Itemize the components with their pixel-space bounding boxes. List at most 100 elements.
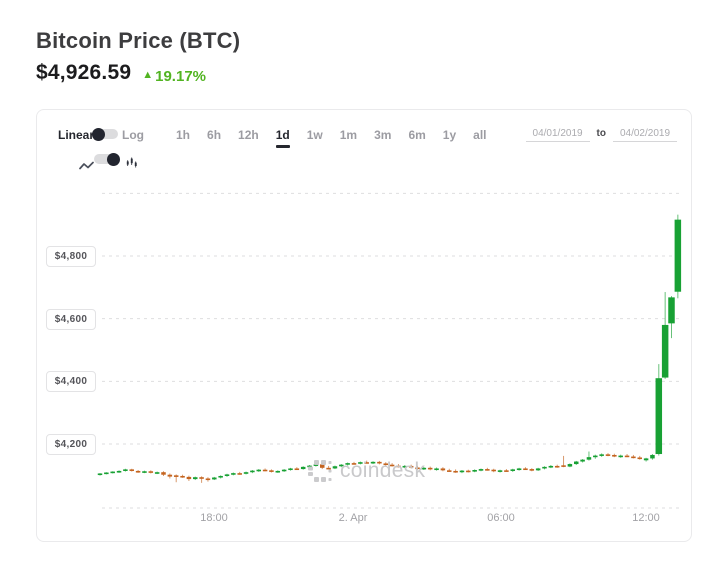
candle (453, 469, 458, 473)
coindesk-logo-icon (308, 460, 332, 482)
chart-type-toggle[interactable] (94, 152, 120, 166)
range-button-1y[interactable]: 1y (442, 128, 457, 142)
range-button-all[interactable]: all (473, 128, 487, 142)
candle (440, 467, 446, 472)
candle (389, 463, 395, 467)
candle (668, 296, 675, 339)
candle (674, 214, 682, 299)
candle (618, 454, 623, 458)
candle (612, 453, 617, 458)
range-button-1w[interactable]: 1w (306, 128, 323, 142)
price-value: $4,926.59 (36, 61, 132, 84)
candle (104, 472, 109, 475)
candlestick-chart-canvas[interactable] (37, 110, 691, 541)
candlesticks (97, 214, 682, 483)
candle (586, 451, 592, 461)
candle (180, 474, 185, 478)
range-button-3m[interactable]: 3m (374, 128, 392, 142)
page-title: Bitcoin Price (BTC) (36, 28, 241, 53)
chart-type-row (37, 152, 237, 174)
candle (408, 464, 414, 469)
range-button-1h[interactable]: 1h (176, 128, 191, 142)
candle (364, 460, 369, 464)
candle (396, 464, 401, 468)
candle (567, 463, 573, 468)
candle (97, 473, 103, 476)
candle (142, 470, 147, 474)
up-arrow-icon: ▲ (142, 69, 154, 81)
candle (269, 469, 274, 473)
candle (491, 468, 496, 473)
candlestick-icon[interactable] (126, 156, 138, 174)
x-axis-label: 2. Apr (338, 512, 368, 524)
candle (243, 471, 249, 475)
candle (421, 466, 427, 471)
candle (300, 466, 306, 470)
date-from-input[interactable] (525, 128, 590, 142)
candle (129, 468, 134, 472)
page-header: Bitcoin Price (BTC) $4,926.59 ▲ 19.17% (36, 28, 240, 85)
range-button-1d[interactable]: 1d (276, 128, 290, 148)
change-badge: ▲ 19.17% (142, 68, 206, 85)
candle (529, 468, 535, 472)
toggle-knob (92, 127, 105, 141)
candle (593, 454, 598, 459)
candle (256, 469, 261, 472)
linear-scale-label[interactable]: Linear (58, 128, 95, 142)
candle (516, 467, 522, 471)
candle (186, 475, 192, 481)
candle (332, 465, 338, 470)
candle (655, 364, 663, 456)
range-button-6h[interactable]: 6h (207, 128, 222, 142)
y-axis-label: $4,400 (46, 371, 96, 393)
range-button-6m[interactable]: 6m (408, 128, 426, 142)
candle (377, 460, 382, 465)
candle (231, 472, 236, 476)
candle (415, 465, 420, 470)
candle (281, 469, 287, 472)
candle (193, 476, 198, 481)
date-to-label: to (596, 128, 606, 139)
y-axis-label: $4,200 (46, 434, 96, 455)
range-button-12h[interactable]: 12h (238, 128, 259, 142)
candle (167, 473, 173, 479)
candle (275, 470, 281, 473)
candle (650, 454, 655, 460)
candle (370, 461, 376, 465)
date-to-input[interactable] (613, 128, 677, 142)
chart-panel: Linear Log 1h 6h 12h 1d 1w 1m 3m 6m 1y all to (36, 109, 692, 542)
x-axis-label: 12:00 (632, 512, 660, 524)
candle (510, 468, 515, 472)
candle (574, 460, 579, 465)
x-axis-label: 06:00 (487, 512, 515, 524)
candle (447, 468, 452, 472)
candle (262, 468, 268, 472)
candle (212, 476, 217, 481)
candle (561, 455, 566, 468)
candle (472, 469, 477, 473)
watermark: coindesk (308, 459, 425, 483)
change-percent: 19.17% (155, 68, 206, 85)
y-axis-label: $4,600 (46, 308, 96, 330)
candle (434, 467, 439, 471)
candle (402, 464, 408, 469)
candle (116, 470, 122, 473)
candle (624, 454, 630, 458)
watermark-text: coindesk (340, 459, 426, 482)
range-button-1m[interactable]: 1m (339, 128, 358, 142)
candle (135, 470, 141, 473)
candle (427, 466, 433, 471)
candle (294, 467, 300, 471)
candle (383, 462, 388, 466)
candle (148, 470, 154, 474)
candle (485, 467, 490, 471)
candle (199, 476, 204, 483)
candle (339, 464, 344, 468)
candle (326, 465, 331, 470)
log-scale-label[interactable]: Log (122, 128, 144, 142)
line-chart-icon[interactable] (79, 158, 94, 176)
candle (123, 468, 128, 472)
candle (497, 469, 503, 473)
scale-toggle[interactable] (92, 127, 118, 141)
time-range-group: 1h 6h 12h 1d 1w 1m 3m 6m 1y all (176, 128, 486, 148)
